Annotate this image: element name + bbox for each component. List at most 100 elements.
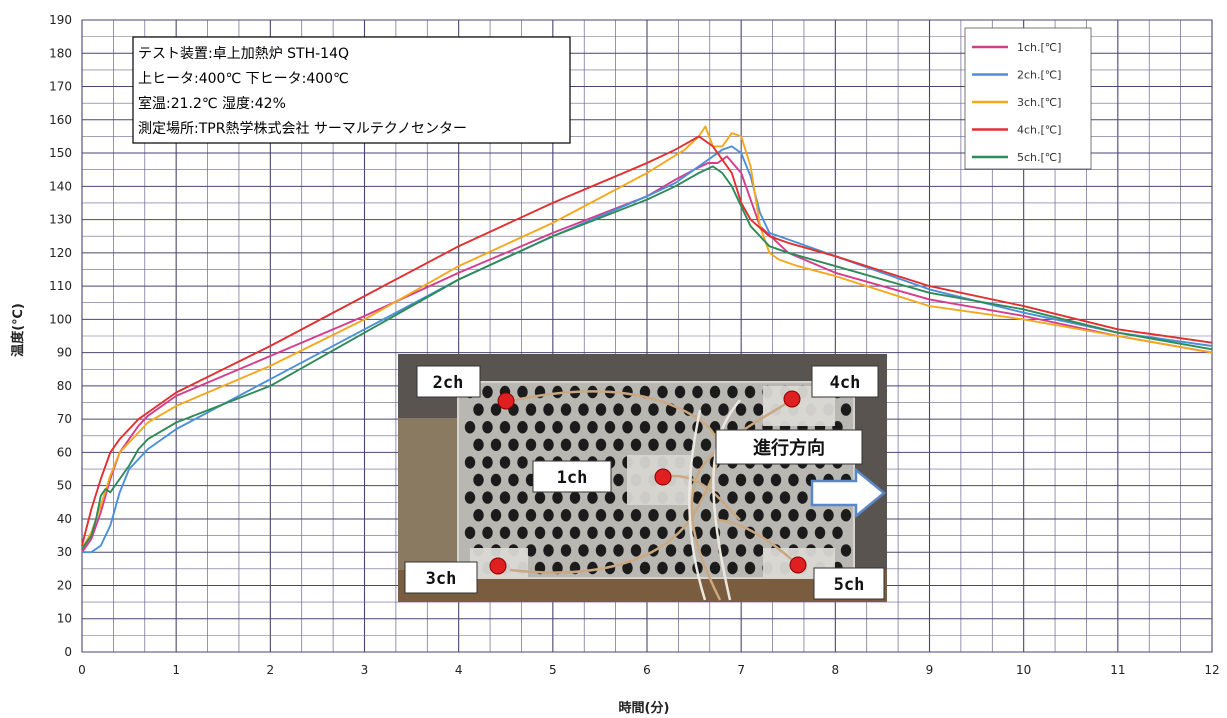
plate-hole — [797, 526, 808, 539]
plate-hole — [534, 421, 546, 434]
plate-hole — [517, 385, 528, 399]
plate-hole — [657, 526, 668, 539]
y-tick-label: 80 — [57, 379, 72, 393]
plate-hole — [473, 509, 484, 522]
plate-hole — [840, 403, 852, 416]
plate-hole — [718, 403, 729, 416]
plate-hole — [569, 421, 581, 434]
y-tick-label: 130 — [49, 213, 72, 227]
plate-hole — [805, 509, 817, 522]
plate-hole — [499, 491, 511, 504]
thermocouple-placement-photo: 2ch 4ch 1ch 3ch 5ch 進行方向 — [398, 354, 887, 602]
chart-legend: 1ch.[℃] 2ch.[℃] 3ch.[℃] 4ch.[℃] 5ch.[℃] — [964, 27, 1092, 170]
label-box-3ch — [404, 561, 478, 594]
plate-hole — [753, 403, 764, 416]
plate-hole — [788, 473, 799, 487]
plate-hole — [700, 403, 712, 416]
plate-hole — [578, 403, 589, 416]
x-tick-label: 2 — [267, 663, 275, 677]
info-line-4: 測定場所:TPR熱学株式会社 サーマルテクノセンター — [138, 121, 467, 137]
plate-hole — [613, 544, 624, 557]
plate-hole — [674, 561, 686, 575]
plate-hole — [499, 456, 511, 469]
plate-hole — [604, 526, 616, 539]
plate-hole — [718, 509, 729, 522]
plate-hole — [727, 385, 738, 399]
plate-hole — [665, 438, 677, 451]
plate-hole — [622, 561, 633, 575]
marker-1ch — [654, 468, 672, 486]
plate-hole — [517, 421, 528, 434]
plate-hole — [604, 421, 616, 434]
info-line-1: テスト装置:卓上加熱炉 STH-14Q — [138, 46, 349, 62]
plate-hole — [718, 473, 729, 487]
plate-hole — [622, 421, 633, 434]
y-tick-label: 150 — [49, 146, 72, 160]
plate-hole — [560, 509, 572, 522]
plate-hole — [630, 544, 642, 557]
plate-hole — [569, 526, 581, 539]
label-box-4ch — [811, 365, 879, 398]
plate-hole — [700, 438, 712, 451]
plate-hole — [648, 403, 659, 416]
plate-hole — [665, 509, 677, 522]
x-tick-label: 11 — [1110, 663, 1125, 677]
plate-hole — [744, 561, 756, 575]
plate-hole — [630, 509, 642, 522]
plate-hole — [578, 544, 589, 557]
plate-hole — [587, 561, 598, 575]
plate-hole — [490, 509, 502, 522]
plate-hole — [657, 561, 668, 575]
y-tick-label: 70 — [57, 412, 72, 426]
plate-hole — [534, 491, 546, 504]
legend-label: 5ch.[℃] — [1017, 151, 1061, 164]
plate-hole — [595, 403, 607, 416]
plate-hole — [613, 403, 624, 416]
x-tick-label: 3 — [361, 663, 369, 677]
plate-hole — [683, 544, 694, 557]
plate-hole — [797, 491, 808, 504]
plate-hole — [464, 491, 476, 504]
plate-hole — [744, 385, 756, 399]
x-tick-label: 8 — [832, 663, 840, 677]
test-info-box: テスト装置:卓上加熱炉 STH-14Q 上ヒータ:400℃ 下ヒータ:400℃ … — [132, 36, 571, 144]
x-axis-title: 時間(分) — [619, 700, 670, 716]
plate-hole — [587, 491, 598, 504]
x-tick-label: 4 — [455, 663, 463, 677]
plate-hole — [552, 385, 563, 399]
plate-hole — [517, 526, 528, 539]
x-tick-label: 9 — [926, 663, 934, 677]
x-tick-label: 7 — [737, 663, 745, 677]
plate-hole — [482, 491, 493, 504]
label-box-5ch — [813, 567, 885, 600]
plate-hole — [753, 544, 764, 557]
legend-label: 3ch.[℃] — [1017, 96, 1061, 109]
y-tick-label: 50 — [57, 479, 72, 493]
y-tick-label: 190 — [49, 13, 72, 27]
plate-hole — [482, 456, 493, 469]
plate-hole — [604, 491, 616, 504]
plate-hole — [753, 473, 764, 487]
plate-hole — [560, 403, 572, 416]
plate-hole — [727, 491, 738, 504]
y-tick-label: 160 — [49, 113, 72, 127]
plate-hole — [779, 491, 791, 504]
y-tick-label: 90 — [57, 346, 72, 360]
plate-hole — [464, 526, 476, 539]
plate-hole — [622, 526, 633, 539]
plate-hole — [543, 544, 554, 557]
marker-3ch — [489, 557, 507, 575]
plate-hole — [543, 438, 554, 451]
plate-hole — [613, 438, 624, 451]
plate-hole — [464, 456, 476, 469]
plate-hole — [534, 526, 546, 539]
y-tick-label: 0 — [64, 645, 72, 659]
label-3ch: 3ch — [426, 569, 457, 589]
plate-hole — [595, 544, 607, 557]
plate-hole — [762, 526, 773, 539]
plate-hole — [490, 403, 502, 416]
label-box-direction — [715, 429, 863, 465]
plate-hole — [674, 421, 686, 434]
x-tick-label: 0 — [78, 663, 86, 677]
y-tick-label: 110 — [49, 279, 72, 293]
